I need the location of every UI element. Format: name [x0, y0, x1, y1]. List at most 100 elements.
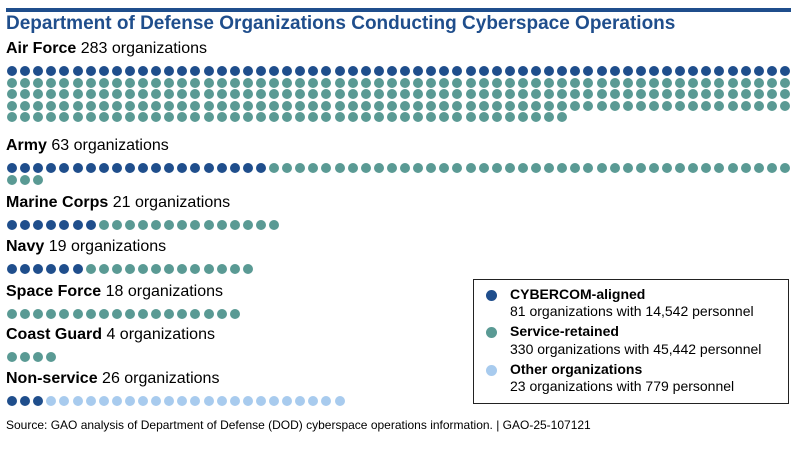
unit-dot: [177, 66, 188, 76]
unit-dot: [400, 163, 410, 173]
unit-dot: [295, 396, 306, 406]
unit-dot: [596, 89, 607, 99]
unit-dot: [255, 89, 266, 99]
unit-dot: [688, 66, 699, 76]
unit-dot: [72, 220, 83, 230]
unit-dot: [531, 66, 541, 76]
unit-dot: [20, 220, 31, 230]
unit-dot: [164, 264, 175, 274]
category-label-marine-corps: Marine Corps 21 organizations: [6, 194, 231, 211]
unit-dot: [242, 112, 253, 122]
unit-dot: [203, 396, 214, 406]
unit-dot: [111, 100, 122, 111]
unit-dot: [98, 77, 109, 88]
unit-dot: [269, 77, 279, 88]
unit-dot: [138, 89, 148, 99]
unit-dot: [33, 89, 44, 99]
unit-dot: [85, 112, 96, 122]
unit-dot: [242, 66, 253, 76]
unit-dot: [465, 163, 476, 173]
unit-dot: [478, 66, 489, 76]
unit-dot: [321, 89, 332, 99]
unit-dot: [177, 220, 188, 230]
unit-dot: [190, 220, 201, 230]
unit-dot: [347, 112, 358, 122]
unit-dot: [151, 112, 162, 122]
unit-dot: [400, 89, 410, 99]
unit-dot: [138, 220, 148, 230]
unit-dot: [242, 89, 253, 99]
unit-dot: [255, 112, 266, 122]
unit-dot: [124, 220, 135, 230]
unit-dot: [20, 396, 31, 406]
unit-dot: [622, 89, 633, 99]
unit-dot: [242, 264, 253, 274]
unit-dot: [85, 220, 96, 230]
legend-desc-service: 330 organizations with 45,442 personnel: [510, 341, 762, 357]
unit-dot: [753, 89, 764, 99]
unit-dot: [570, 100, 581, 111]
unit-dot: [504, 100, 515, 111]
unit-dot: [59, 163, 70, 173]
unit-dot: [544, 112, 555, 122]
unit-dot: [478, 100, 489, 111]
unit-dot: [347, 100, 358, 111]
unit-dot: [33, 220, 44, 230]
unit-dot: [413, 100, 424, 111]
unit-dot: [740, 100, 751, 111]
unit-dot: [203, 220, 214, 230]
unit-dot: [675, 66, 686, 76]
unit-dot: [20, 89, 31, 99]
unit-dot: [85, 100, 96, 111]
unit-dot: [413, 112, 424, 122]
unit-dot: [779, 163, 790, 173]
unit-dot: [111, 220, 122, 230]
unit-dot: [203, 309, 214, 319]
unit-dot: [334, 396, 345, 406]
unit-dot: [20, 163, 31, 173]
unit-dot: [282, 112, 293, 122]
unit-dot: [203, 100, 214, 111]
unit-dot: [779, 77, 790, 88]
unit-dot: [98, 89, 109, 99]
unit-dot: [557, 112, 568, 122]
unit-dot: [164, 112, 175, 122]
unit-dot: [609, 77, 620, 88]
unit-dot: [662, 163, 672, 173]
unit-dot: [662, 89, 672, 99]
unit-dot: [20, 264, 31, 274]
unit-dot: [59, 264, 70, 274]
unit-dot: [609, 163, 620, 173]
unit-dot: [622, 100, 633, 111]
unit-dot: [164, 66, 175, 76]
unit-dot: [59, 396, 70, 406]
legend-name-cybercom: CYBERCOM-aligned: [510, 286, 646, 302]
unit-dot: [413, 89, 424, 99]
unit-dot: [766, 77, 777, 88]
unit-dot: [452, 89, 463, 99]
unit-dot: [596, 163, 607, 173]
unit-dot: [452, 112, 463, 122]
unit-dot: [491, 89, 502, 99]
unit-dot: [504, 66, 515, 76]
unit-dot: [98, 112, 109, 122]
unit-dot: [7, 309, 17, 319]
unit-dot: [33, 112, 44, 122]
unit-dot: [740, 77, 751, 88]
unit-dot: [216, 220, 227, 230]
unit-dot: [347, 77, 358, 88]
unit-dot: [517, 100, 528, 111]
category-label-air-force: Air Force 283 organizations: [6, 40, 208, 57]
unit-dot: [766, 66, 777, 76]
unit-dot: [334, 66, 345, 76]
unit-dot: [334, 89, 345, 99]
unit-dot: [426, 89, 437, 99]
unit-dot: [7, 66, 17, 76]
unit-dot: [675, 77, 686, 88]
unit-dot: [269, 163, 279, 173]
unit-dot: [85, 89, 96, 99]
unit-dot: [373, 100, 384, 111]
unit-dot: [190, 89, 201, 99]
unit-dot: [164, 163, 175, 173]
unit-dot: [7, 89, 17, 99]
